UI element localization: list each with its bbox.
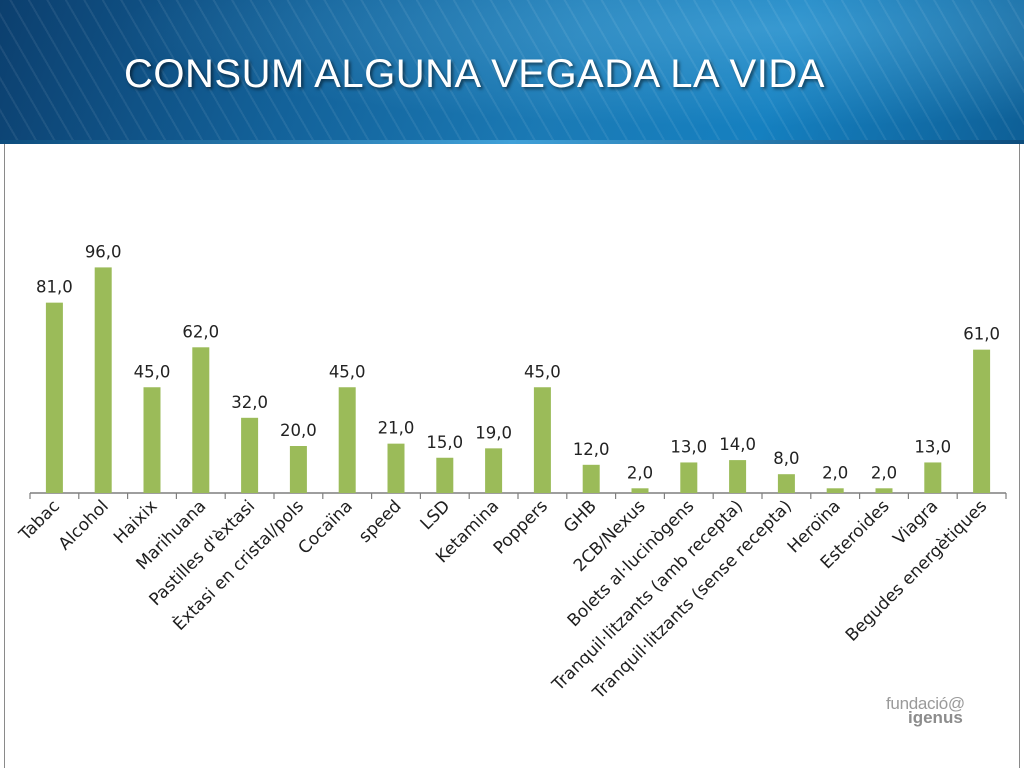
bar-8: [387, 443, 405, 493]
data-label: 15,0: [426, 433, 463, 452]
data-label: 45,0: [329, 362, 366, 381]
category-label: speed: [355, 496, 405, 546]
data-label: 2,0: [822, 463, 848, 482]
data-label: 19,0: [475, 423, 512, 442]
bar-4: [192, 347, 210, 493]
data-label: 12,0: [573, 440, 610, 459]
data-label: 96,0: [85, 242, 122, 261]
data-label: 32,0: [231, 393, 268, 412]
title-banner: CONSUM ALGUNA VEGADA LA VIDA: [0, 0, 1024, 144]
data-label: 62,0: [182, 322, 219, 341]
bar-2: [94, 267, 112, 493]
bar-1: [45, 302, 63, 493]
data-label: 20,0: [280, 421, 317, 440]
bar-6: [289, 446, 307, 493]
bar-5: [241, 417, 259, 493]
category-label: LSD: [417, 496, 455, 534]
bar-20: [973, 349, 991, 493]
category-label: Alcohol: [55, 496, 113, 554]
data-label: 81,0: [36, 278, 73, 297]
data-label: 14,0: [719, 435, 756, 454]
data-label: 13,0: [670, 437, 707, 456]
fundacio-igenus-logo: fundació@ igenus: [886, 694, 976, 734]
data-label: 13,0: [914, 437, 951, 456]
bar-13: [631, 488, 649, 493]
category-label: GHB: [560, 496, 601, 537]
data-label: 8,0: [773, 449, 799, 468]
bar-7: [338, 387, 356, 493]
bar-18: [875, 488, 893, 493]
data-label: 45,0: [524, 362, 561, 381]
data-label: 45,0: [134, 362, 171, 381]
bar-10: [485, 448, 503, 493]
category-label: Poppers: [490, 496, 552, 558]
bar-11: [533, 387, 551, 493]
bar-15: [729, 460, 747, 493]
content-frame: [4, 144, 1020, 768]
category-label: Cocaïna: [295, 496, 357, 558]
bar-17: [826, 488, 844, 493]
bar-9: [436, 457, 454, 493]
data-label: 2,0: [871, 463, 897, 482]
slide-title: CONSUM ALGUNA VEGADA LA VIDA: [124, 52, 825, 96]
logo-text-bottom: igenus: [908, 708, 963, 727]
logo-text-top: fundació@: [886, 694, 965, 713]
bar-14: [680, 462, 698, 493]
data-label: 21,0: [378, 419, 415, 438]
bar-19: [924, 462, 942, 493]
bar-3: [143, 387, 161, 493]
data-label: 2,0: [627, 463, 653, 482]
data-label: 61,0: [963, 325, 1000, 344]
bar-16: [777, 474, 795, 493]
bar-12: [582, 464, 600, 493]
